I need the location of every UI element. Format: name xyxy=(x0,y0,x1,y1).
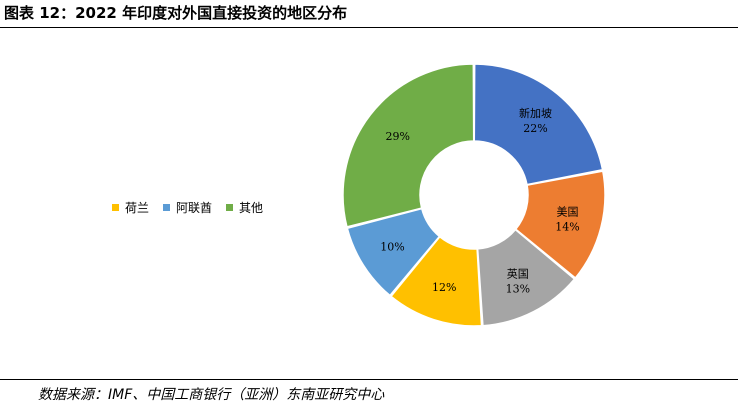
slice-name-label-1: 美国 xyxy=(556,205,578,218)
legend-item-other: 其他 xyxy=(226,199,263,216)
donut-slice-2 xyxy=(476,228,576,327)
slice-percent-label-3: 12% xyxy=(432,281,456,294)
donut-slice-5 xyxy=(342,63,475,228)
legend-label-other: 其他 xyxy=(239,201,264,215)
legend-swatch-uae xyxy=(163,204,171,211)
bottom-divider xyxy=(0,379,738,380)
legend-label-uae: 阿联酋 xyxy=(176,201,213,215)
donut-slice-3 xyxy=(389,235,483,327)
slice-name-label-2: 英国 xyxy=(507,266,529,280)
slice-percent-label-5: 29% xyxy=(386,130,410,143)
legend-swatch-netherlands xyxy=(112,204,119,211)
slice-percent-label-0: 22% xyxy=(523,122,547,135)
chart-legend: 荷兰 阿联酋 其他 xyxy=(112,199,277,216)
donut-slice-1 xyxy=(514,170,606,280)
slice-percent-label-2: 13% xyxy=(506,282,530,295)
legend-item-uae: 阿联酋 xyxy=(163,199,212,216)
legend-label-netherlands: 荷兰 xyxy=(125,201,150,215)
donut-slice-0 xyxy=(473,63,604,186)
figure-title: 图表 12：2022 年印度对外国直接投资的地区分布 xyxy=(4,4,348,22)
slice-percent-label-4: 10% xyxy=(380,241,404,254)
legend-item-netherlands: 荷兰 xyxy=(112,199,149,216)
donut-slice-4 xyxy=(346,207,441,297)
slice-name-label-0: 新加坡 xyxy=(519,106,552,120)
slice-percent-label-1: 14% xyxy=(555,220,579,233)
top-divider xyxy=(0,27,738,28)
source-note: 数据来源：IMF、中国工商银行（亚洲）东南亚研究中心 xyxy=(38,387,385,403)
legend-swatch-other xyxy=(226,204,234,211)
